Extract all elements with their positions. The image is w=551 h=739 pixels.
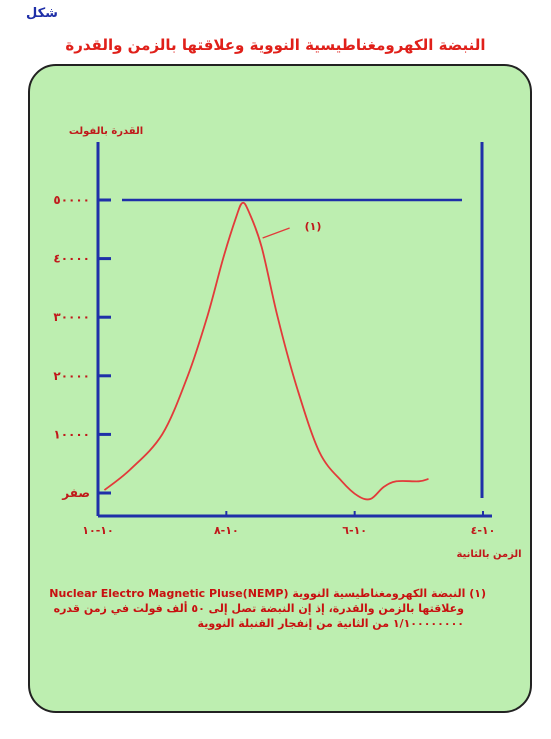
x-tick-label: ١٠-٦	[342, 524, 367, 537]
figure-caption: (١) النبضة الكهرومغناطيسية النووية Nucle…	[42, 586, 486, 631]
y-tick-label: صفر	[61, 486, 90, 500]
caption-latin-title: Nuclear Electro Magnetic Pluse(NEMP)	[49, 587, 289, 600]
chart-labels: صفر ١٠٠٠٠ ٢٠٠٠٠ ٣٠٠٠٠ ٤٠٠٠٠ ٥٠٠٠٠ ١٠-١٠ ١٠-٨ ١٠-…	[53, 126, 521, 560]
caption-number: (١)	[469, 587, 486, 600]
x-axis-title: الزمن بالثانية	[456, 549, 521, 560]
curve-annotation: (١)	[305, 220, 322, 233]
chart-ticks	[97, 198, 484, 516]
caption-arabic-title: النبضة الكهرومغناطيسية النووية	[292, 587, 466, 600]
y-tick-label: ٤٠٠٠٠	[53, 252, 90, 266]
annotation-leader	[262, 227, 290, 239]
y-tick-label: ٥٠٠٠٠	[53, 193, 90, 207]
page-title: النبضة الكهرومغناطيسية النووية وعلاقتها …	[65, 36, 486, 54]
chart-axes	[96, 142, 492, 518]
series-line	[103, 201, 429, 501]
figure-label: شكل	[26, 6, 58, 21]
x-tick-label: ١٠-٤	[471, 524, 496, 537]
y-tick-label: ١٠٠٠٠	[53, 427, 90, 441]
caption-line-1: (١) النبضة الكهرومغناطيسية النووية Nucle…	[42, 586, 486, 601]
chart-curve	[103, 201, 429, 501]
y-axis-title: القدرة بالفولت	[69, 126, 143, 137]
y-tick-label: ٣٠٠٠٠	[53, 310, 90, 324]
caption-line-2: وعلاقتها بالزمن والقدرة، إذ إن النبضة تص…	[53, 602, 464, 615]
chart-panel	[28, 64, 532, 713]
caption-line-3: ١/١٠٠٠٠٠٠٠٠ من الثانية من إنفجار القنبلة…	[197, 617, 464, 630]
x-tick-label: ١٠-٨	[214, 524, 239, 537]
x-tick-label: ١٠-١٠	[82, 524, 113, 537]
y-tick-label: ٢٠٠٠٠	[53, 369, 90, 383]
